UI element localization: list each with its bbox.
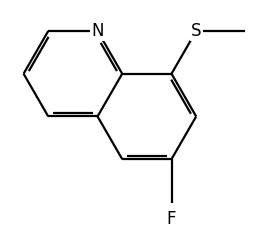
Text: N: N	[91, 22, 104, 40]
Text: S: S	[191, 22, 201, 40]
Text: F: F	[167, 210, 176, 228]
